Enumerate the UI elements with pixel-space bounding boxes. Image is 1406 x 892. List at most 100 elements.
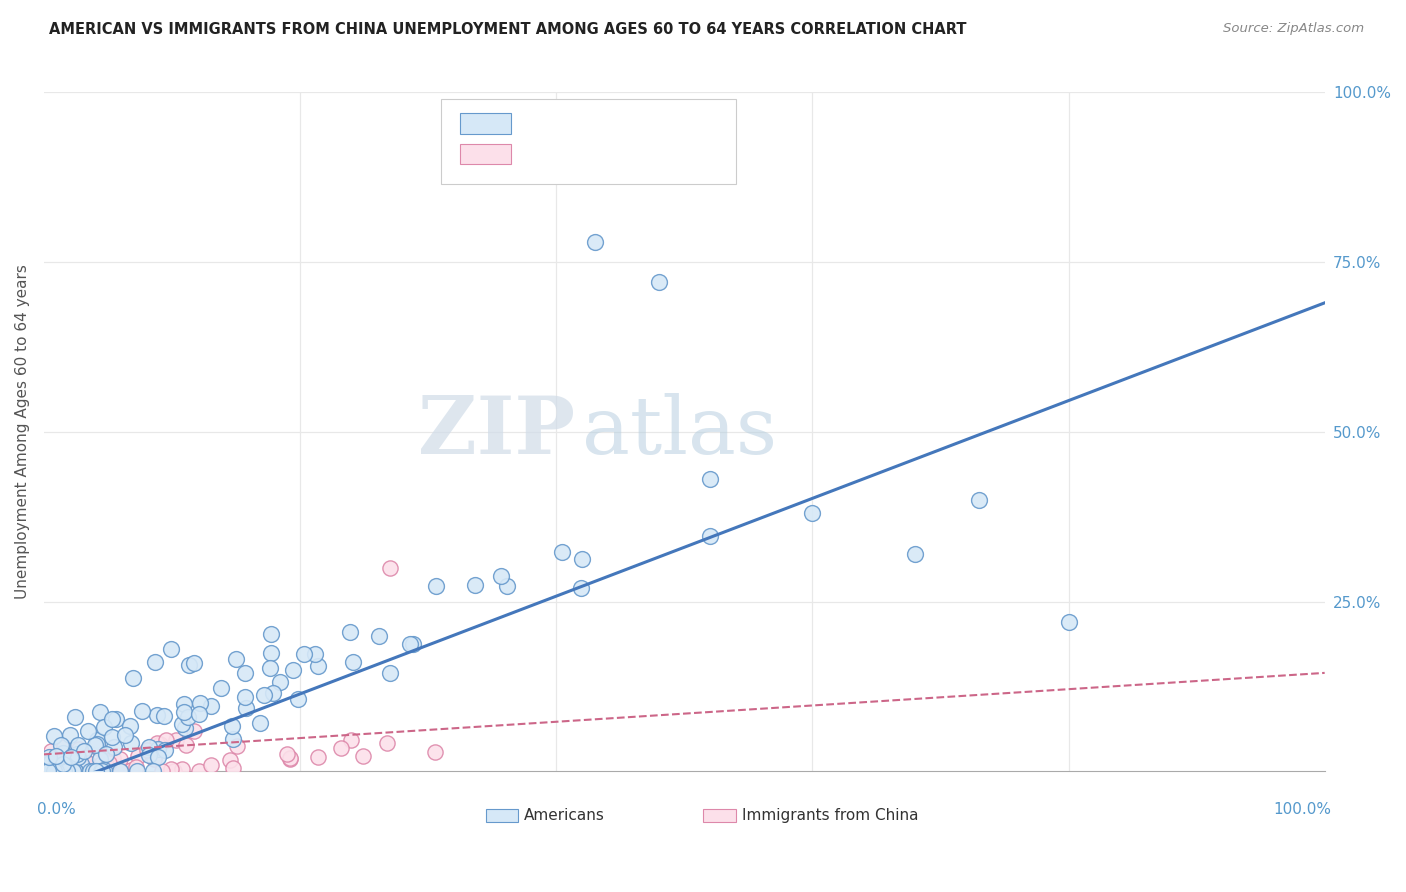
Text: AMERICAN VS IMMIGRANTS FROM CHINA UNEMPLOYMENT AMONG AGES 60 TO 64 YEARS CORRELA: AMERICAN VS IMMIGRANTS FROM CHINA UNEMPL… (49, 22, 967, 37)
Point (82, 760, 104, 774)
Point (97, 751, 120, 765)
Point (62, 764, 84, 779)
Point (90, 764, 112, 779)
Point (278, 751, 301, 765)
Point (90, 764, 112, 779)
Point (138, 739, 160, 754)
FancyBboxPatch shape (460, 144, 512, 164)
Point (89, 705, 111, 719)
Text: Source: ZipAtlas.com: Source: ZipAtlas.com (1223, 22, 1364, 36)
Point (52, 756, 75, 771)
Point (222, 731, 245, 746)
Point (1057, 615, 1080, 629)
Point (45, 752, 67, 766)
Point (200, 757, 222, 772)
Point (143, 655, 166, 669)
Point (155, 732, 177, 747)
Point (65, 764, 87, 779)
Point (269, 674, 291, 689)
Point (59, 756, 82, 771)
Point (183, 656, 205, 670)
Point (699, 529, 721, 543)
Point (63, 764, 86, 779)
Point (146, 736, 169, 750)
Point (39, 753, 62, 767)
Point (340, 732, 363, 747)
Point (53, 739, 76, 754)
Point (105, 712, 128, 726)
Point (464, 577, 486, 591)
Point (69, 756, 91, 771)
Point (101, 750, 124, 764)
Point (233, 666, 256, 681)
Point (307, 659, 329, 673)
Point (221, 719, 243, 733)
Point (41, 764, 63, 779)
Point (52, 764, 75, 779)
Point (52, 746, 75, 760)
Point (59, 749, 82, 764)
Point (173, 697, 195, 711)
Point (170, 717, 193, 731)
Point (183, 724, 205, 739)
Point (114, 764, 136, 779)
Point (399, 637, 422, 651)
Point (233, 690, 256, 704)
Point (96, 754, 118, 768)
Text: Immigrants from China: Immigrants from China (742, 808, 918, 823)
Point (77, 724, 100, 739)
Point (304, 647, 326, 661)
Point (368, 629, 391, 643)
Point (79, 764, 101, 779)
Point (278, 751, 301, 765)
Point (41, 764, 63, 779)
Point (200, 698, 222, 713)
Point (38, 759, 60, 773)
Point (172, 762, 194, 776)
Point (80, 762, 103, 776)
Point (221, 761, 243, 775)
Point (80, 764, 103, 779)
Point (519, 167, 541, 181)
Point (34, 764, 56, 779)
Point (73, 744, 96, 758)
Point (120, 764, 142, 778)
Point (259, 646, 281, 660)
Point (125, 759, 148, 773)
Point (262, 685, 284, 699)
Point (249, 715, 271, 730)
Point (131, 705, 153, 719)
Point (108, 764, 131, 779)
Point (60, 752, 83, 766)
Point (259, 661, 281, 675)
Point (90, 764, 112, 779)
Point (98, 756, 121, 771)
Point (159, 642, 181, 657)
Point (188, 764, 211, 779)
Text: ZIP: ZIP (419, 392, 575, 471)
Point (104, 764, 127, 779)
Point (583, 235, 606, 249)
Point (38, 756, 60, 770)
Point (136, 743, 159, 757)
Point (112, 764, 135, 779)
Point (35, 764, 58, 779)
Point (127, 764, 149, 779)
Point (495, 579, 517, 593)
Y-axis label: Unemployment Among Ages 60 to 64 years: Unemployment Among Ages 60 to 64 years (15, 264, 30, 599)
Point (56, 751, 79, 765)
Point (66, 739, 89, 753)
Point (108, 764, 131, 779)
Point (59, 728, 82, 742)
Point (226, 739, 249, 753)
Point (378, 560, 401, 574)
Point (219, 753, 242, 767)
Point (86, 737, 108, 751)
Point (89, 752, 111, 766)
Point (79, 764, 101, 779)
Text: R = 0.293   N = 72: R = 0.293 N = 72 (530, 146, 669, 161)
Point (174, 738, 197, 752)
Point (108, 764, 131, 778)
Point (100, 731, 122, 745)
Point (307, 749, 329, 764)
